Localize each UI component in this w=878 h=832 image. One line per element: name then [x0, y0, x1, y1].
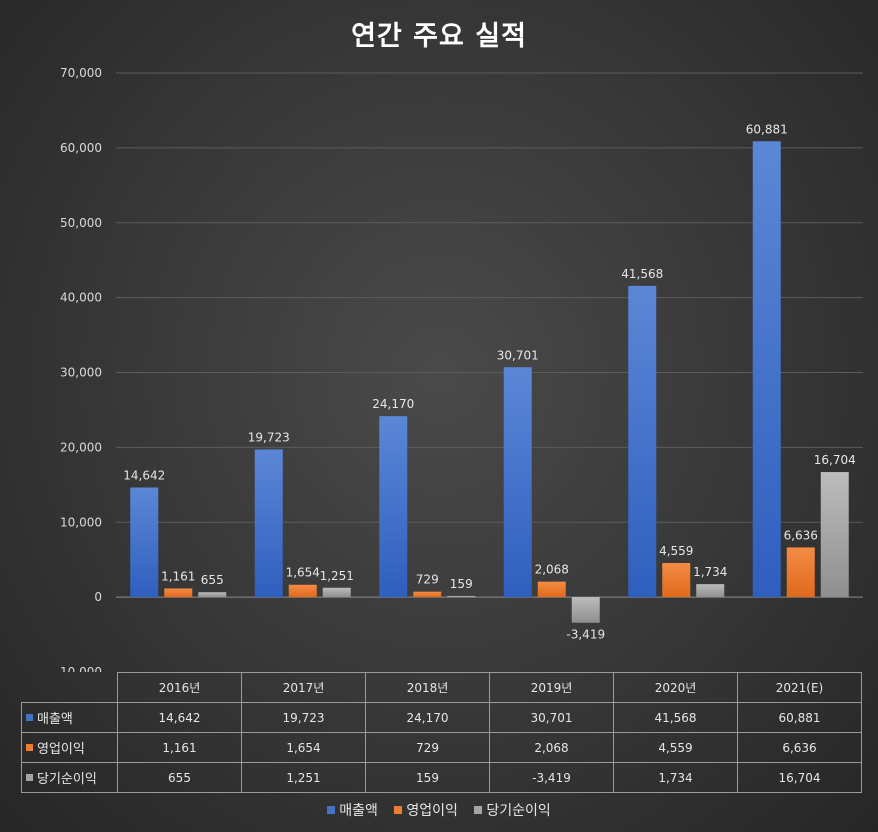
table-header-row: 2016년 2017년 2018년 2019년 2020년 2021(E) — [21, 672, 862, 703]
table-corner — [21, 672, 118, 703]
data-label: 4,559 — [659, 544, 693, 558]
bar-revenue — [628, 285, 657, 598]
table-cell: 1,161 — [117, 732, 242, 763]
data-table: 2016년 2017년 2018년 2019년 2020년 2021(E) 매출… — [21, 672, 862, 793]
data-label: 19,723 — [248, 430, 290, 444]
table-cell: -3,419 — [489, 762, 614, 793]
data-label: 16,704 — [814, 453, 856, 467]
table-cell: 4,559 — [613, 732, 738, 763]
table-cell: 24,170 — [365, 702, 490, 733]
bar-revenue — [503, 367, 532, 598]
bar-revenue — [130, 487, 159, 598]
bar-operating-profit — [413, 591, 442, 598]
data-label: 159 — [450, 577, 473, 591]
bar-operating-profit — [164, 588, 193, 598]
data-label: 60,881 — [746, 122, 788, 136]
data-label: 1,654 — [286, 566, 320, 580]
table-col-header: 2020년 — [613, 672, 738, 703]
data-label: 30,701 — [497, 348, 539, 362]
bar-net-income — [696, 584, 725, 598]
data-label: 41,568 — [621, 267, 663, 281]
table-cell: 16,704 — [737, 762, 862, 793]
data-label: 6,636 — [784, 528, 818, 542]
bar-net-income — [571, 597, 600, 623]
series-swatch-icon — [26, 744, 33, 751]
table-row-net-income: 당기순이익 655 1,251 159 -3,419 1,734 16,704 — [21, 762, 862, 793]
legend-label: 영업이익 — [406, 803, 458, 819]
table-col-header: 2021(E) — [737, 672, 862, 703]
data-label: -3,419 — [566, 628, 605, 642]
table-row-header: 매출액 — [21, 702, 118, 733]
data-label: 655 — [201, 573, 224, 587]
table-cell: 60,881 — [737, 702, 862, 733]
y-tick-label: 60,000 — [60, 141, 102, 155]
bar-operating-profit — [662, 562, 691, 598]
series-name: 매출액 — [37, 712, 73, 727]
legend-label: 매출액 — [339, 803, 378, 819]
table-cell: 655 — [117, 762, 242, 793]
y-tick-label: 10,000 — [60, 515, 102, 529]
chart-plot: 70,000 60,000 50,000 40,000 30,000 20,000 10,0… — [56, 66, 863, 672]
bar-revenue — [752, 141, 781, 598]
bar-net-income — [447, 595, 476, 598]
table-row-revenue: 매출액 14,642 19,723 24,170 30,701 41,568 6… — [21, 702, 862, 733]
bar-net-income — [322, 587, 351, 598]
bar-net-income — [820, 472, 849, 598]
table-row-header: 영업이익 — [21, 732, 118, 763]
bar-revenue — [254, 449, 283, 598]
bar-net-income — [198, 592, 227, 598]
y-tick-label: -10,000 — [56, 665, 102, 672]
y-tick-label: 20,000 — [60, 440, 102, 454]
series-swatch-icon — [26, 774, 33, 781]
y-tick-label: 40,000 — [60, 291, 102, 305]
data-label: 2,068 — [535, 563, 569, 577]
data-label: 1,734 — [693, 565, 727, 579]
table-cell: 41,568 — [613, 702, 738, 733]
bar-operating-profit — [537, 581, 566, 598]
legend-item: 매출액 — [327, 800, 378, 820]
y-tick-label: 70,000 — [60, 66, 102, 80]
table-col-header: 2019년 — [489, 672, 614, 703]
table-cell: 1,251 — [241, 762, 366, 793]
legend-swatch-icon — [327, 806, 336, 814]
bar-operating-profit — [786, 547, 815, 598]
y-tick-label: 30,000 — [60, 366, 102, 380]
data-label: 14,642 — [123, 468, 165, 482]
table-cell: 729 — [365, 732, 490, 763]
table-cell: 1,734 — [613, 762, 738, 793]
table-row-header: 당기순이익 — [21, 762, 118, 793]
legend-item: 당기순이익 — [474, 800, 551, 820]
table-cell: 30,701 — [489, 702, 614, 733]
y-tick-label: 0 — [94, 590, 102, 604]
table-cell: 14,642 — [117, 702, 242, 733]
series-name: 당기순이익 — [37, 772, 97, 787]
table-cell: 19,723 — [241, 702, 366, 733]
table-row-operating-profit: 영업이익 1,161 1,654 729 2,068 4,559 6,636 — [21, 732, 862, 763]
table-col-header: 2017년 — [241, 672, 366, 703]
series-swatch-icon — [26, 714, 33, 721]
series-name: 영업이익 — [37, 742, 85, 757]
data-label: 729 — [416, 573, 439, 587]
chart-title: 연간 주요 실적 — [351, 21, 527, 52]
y-tick-label: 50,000 — [60, 216, 102, 230]
data-label: 24,170 — [372, 397, 414, 411]
data-label: 1,161 — [161, 569, 195, 583]
legend-item: 영업이익 — [394, 800, 458, 820]
legend-swatch-icon — [474, 806, 483, 814]
table-col-header: 2018년 — [365, 672, 490, 703]
data-label: 1,251 — [320, 569, 354, 583]
table-cell: 2,068 — [489, 732, 614, 763]
legend-swatch-icon — [394, 806, 403, 814]
bar-operating-profit — [288, 584, 317, 598]
legend-label: 당기순이익 — [486, 803, 551, 819]
table-cell: 6,636 — [737, 732, 862, 763]
table-cell: 1,654 — [241, 732, 366, 763]
table-cell: 159 — [365, 762, 490, 793]
chart-legend: 매출액 영업이익 당기순이익 — [0, 800, 878, 820]
table-col-header: 2016년 — [117, 672, 242, 703]
bar-revenue — [379, 416, 408, 598]
